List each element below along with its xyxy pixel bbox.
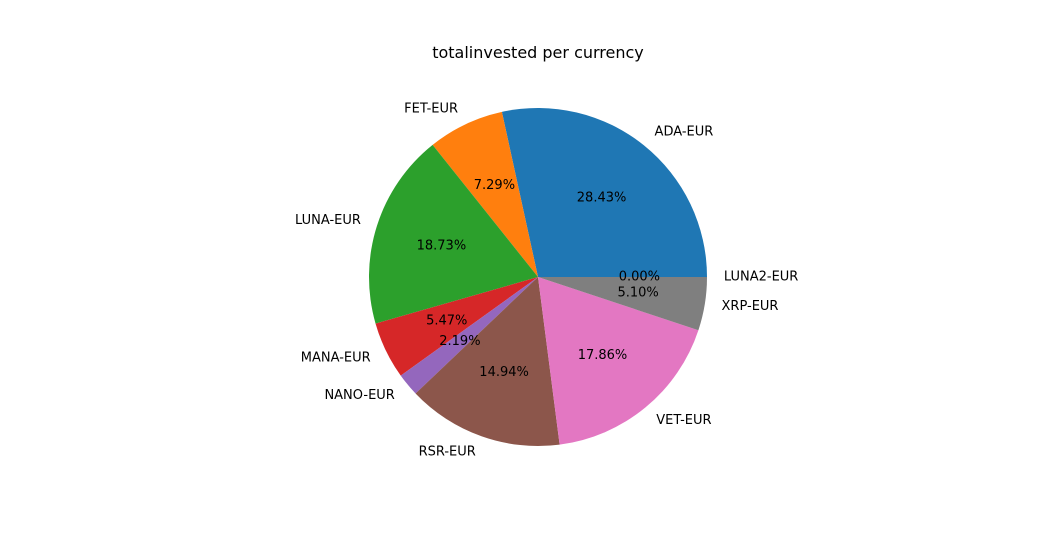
- slice-label-luna-eur: LUNA-EUR: [295, 213, 361, 228]
- slice-percent-luna-eur: 18.73%: [417, 239, 467, 254]
- pie-slice-xrp-eur: [538, 277, 707, 331]
- pie-slice-rsr-eur: [415, 277, 560, 447]
- slice-percent-xrp-eur: 5.10%: [617, 286, 658, 301]
- slice-label-xrp-eur: XRP-EUR: [722, 299, 779, 314]
- slice-percent-fet-eur: 7.29%: [474, 178, 515, 193]
- slice-percent-rsr-eur: 14.94%: [479, 365, 529, 380]
- pie-slice-ada-eur: [501, 107, 707, 277]
- slice-label-nano-eur: NANO-EUR: [324, 388, 394, 403]
- slice-label-luna2-eur: LUNA2-EUR: [724, 270, 798, 285]
- chart-title: totalinvested per currency: [432, 43, 644, 62]
- pie-labels: ADA-EUR 28.43% FET-EUR 7.29% LUNA-EUR 18.73% M…: [295, 102, 798, 460]
- slice-percent-nano-eur: 2.19%: [439, 334, 480, 349]
- pie-slice-fet-eur: [432, 111, 538, 278]
- slice-label-vet-eur: VET-EUR: [656, 413, 711, 428]
- slice-percent-luna2-eur: 0.00%: [619, 270, 660, 285]
- pie-slice-nano-eur: [400, 277, 538, 394]
- pie-slice-vet-eur: [538, 277, 699, 445]
- slice-label-mana-eur: MANA-EUR: [301, 351, 371, 366]
- slice-label-ada-eur: ADA-EUR: [655, 125, 714, 140]
- slice-label-fet-eur: FET-EUR: [404, 102, 458, 117]
- slice-percent-mana-eur: 5.47%: [426, 314, 467, 329]
- slice-percent-ada-eur: 28.43%: [577, 191, 627, 206]
- pie-slices: [369, 107, 707, 447]
- pie-slice-luna-eur: [369, 144, 538, 324]
- slice-percent-vet-eur: 17.86%: [578, 348, 628, 363]
- pie-slice-mana-eur: [375, 277, 538, 376]
- slice-label-rsr-eur: RSR-EUR: [419, 445, 476, 460]
